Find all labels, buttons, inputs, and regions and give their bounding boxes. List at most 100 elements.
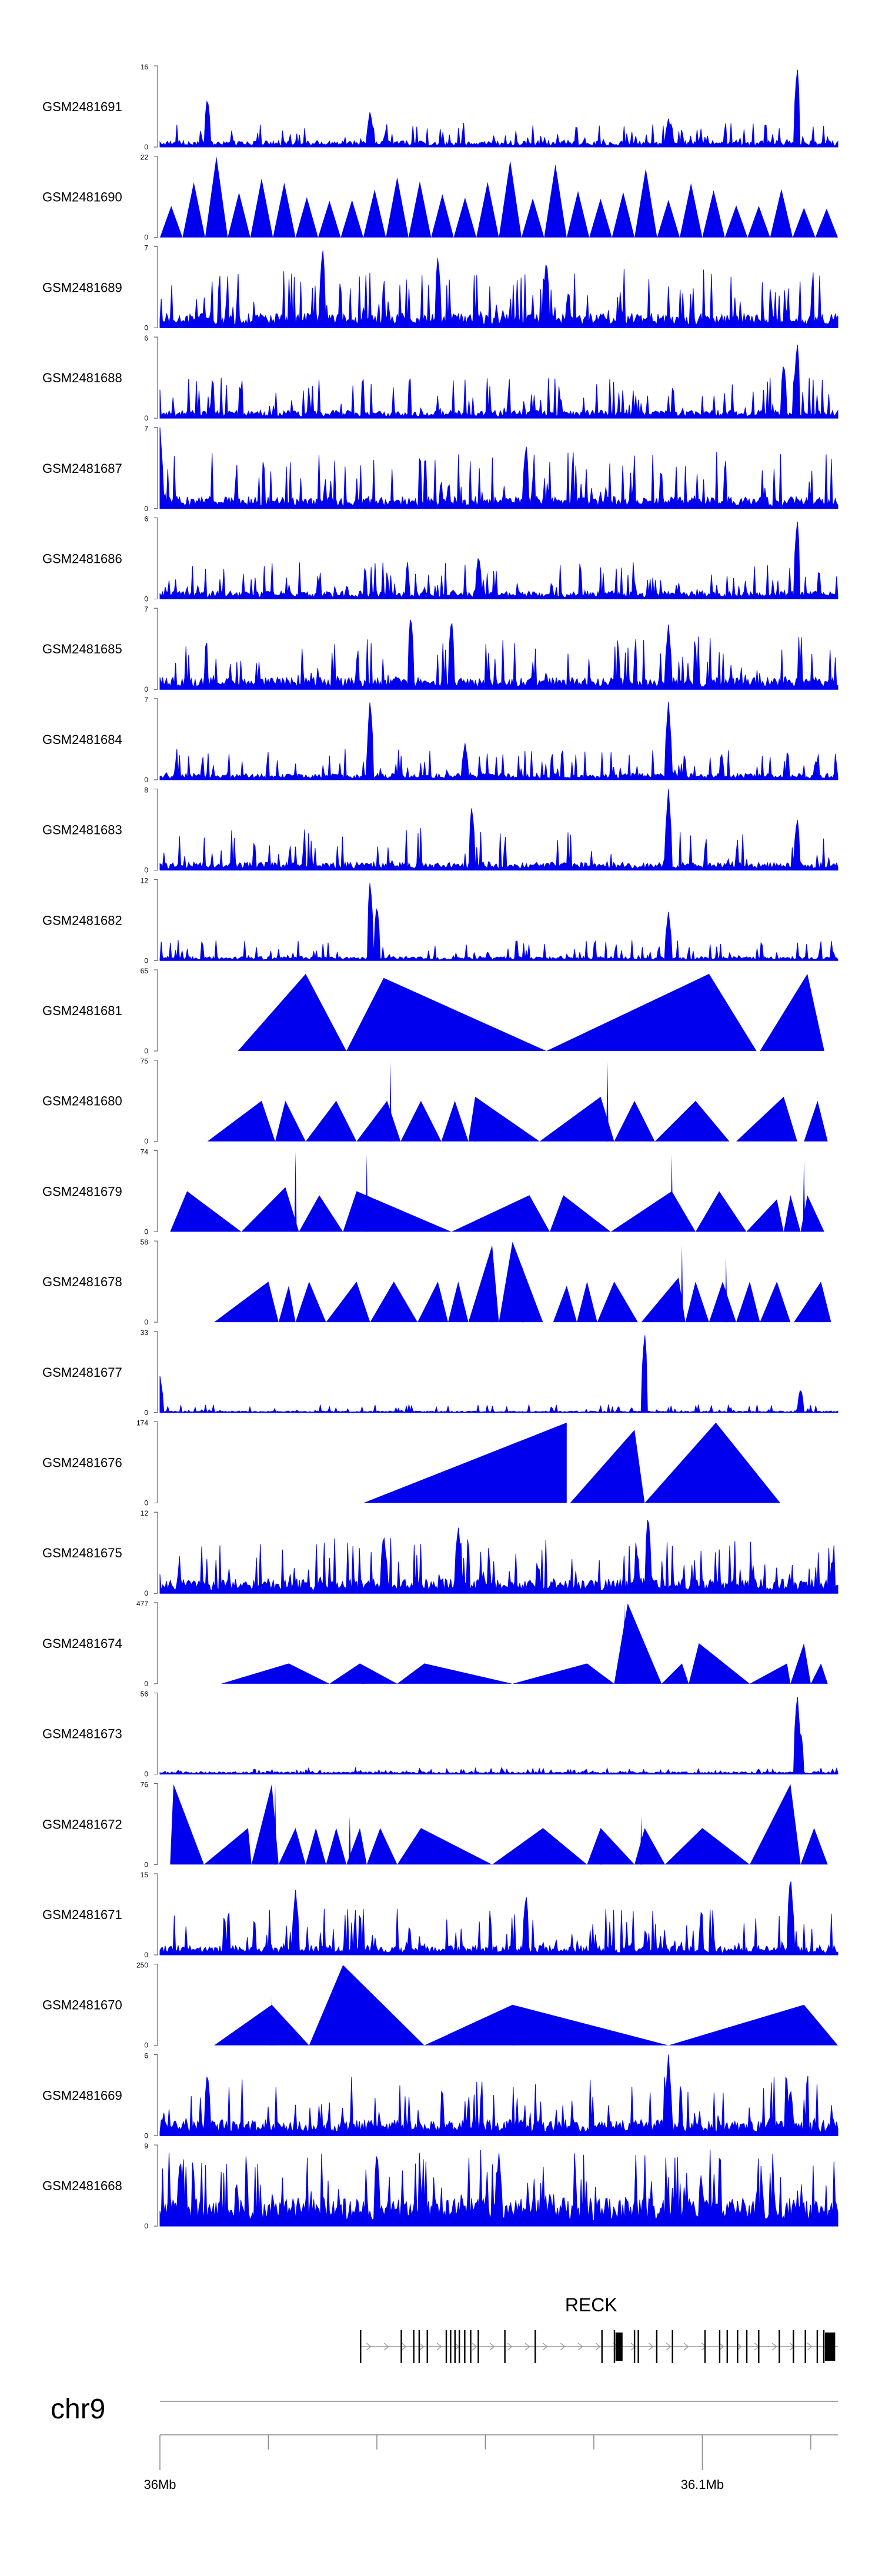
- track-label: GSM2481685: [42, 642, 122, 656]
- strand-arrow: [560, 2343, 566, 2351]
- track-gsm2481671: GSM2481671 15 0: [42, 1871, 838, 1959]
- coverage-spike: [274, 1783, 276, 1865]
- coverage-peak: [499, 1242, 543, 1323]
- strand-arrow: [489, 2343, 495, 2351]
- coverage-peak: [654, 1100, 730, 1142]
- coverage-area: [159, 522, 838, 599]
- track-label: GSM2481684: [42, 732, 122, 747]
- coverage-peak: [695, 1191, 747, 1232]
- strand-arrow: [383, 2343, 389, 2351]
- gene-exon: [400, 2330, 402, 2363]
- coverage-peak: [309, 1965, 425, 2046]
- track-label: GSM2481673: [42, 1727, 122, 1741]
- coverage-peak: [370, 1282, 418, 1323]
- coverage-peak: [810, 1663, 828, 1684]
- strand-arrow: [595, 2343, 601, 2351]
- coverage-peak: [546, 973, 757, 1051]
- track-label: GSM2481691: [42, 99, 122, 114]
- strand-arrow: [736, 2343, 742, 2351]
- track-ymax-label: 250: [136, 1961, 148, 1970]
- track-ymax-label: 75: [141, 1057, 149, 1066]
- coverage-peak: [238, 973, 347, 1051]
- gene-exon: [360, 2330, 362, 2363]
- coverage-area: [159, 69, 838, 148]
- track-ymax-label: 7: [144, 605, 148, 613]
- coverage-peak: [431, 194, 454, 238]
- gene-model: RECK: [360, 2294, 838, 2363]
- coverage-peak: [736, 1096, 797, 1142]
- gene-exon: [671, 2330, 673, 2363]
- coverage-peak: [356, 1100, 401, 1142]
- coverage-peak: [451, 1195, 550, 1232]
- track-label: GSM2481680: [42, 1094, 122, 1109]
- track-label: GSM2481671: [42, 1907, 122, 1922]
- gene-exon: [719, 2330, 721, 2363]
- track-ymin-label: 0: [144, 1860, 148, 1868]
- coverage-peak: [566, 191, 590, 238]
- coverage-spike: [724, 1257, 727, 1323]
- track-gsm2481686: GSM2481686 6 0: [42, 515, 838, 603]
- track-gsm2481669: GSM2481669 6 0: [42, 2051, 838, 2140]
- coverage-peak: [665, 1828, 750, 1865]
- track-label: GSM2481689: [42, 280, 122, 295]
- coverage-peak: [544, 164, 567, 238]
- coverage-peak: [228, 192, 250, 238]
- track-ymax-label: 12: [141, 876, 149, 885]
- coverage-peak: [539, 1096, 614, 1142]
- coverage-peak: [614, 1603, 662, 1684]
- coverage-peak: [424, 2004, 669, 2046]
- gene-exon: [504, 2330, 506, 2363]
- track-ymax-label: 6: [144, 2051, 148, 2060]
- track-label: GSM2481675: [42, 1546, 122, 1560]
- strand-arrow: [648, 2343, 654, 2351]
- gene-exon-thick: [824, 2333, 836, 2361]
- coverage-peak: [685, 1282, 709, 1323]
- coverage-peak: [305, 1100, 357, 1142]
- coverage-peak: [397, 1828, 492, 1865]
- coverage-peak: [214, 1282, 279, 1323]
- coverage-peak: [250, 178, 273, 238]
- strand-arrow: [701, 2343, 707, 2351]
- chromosome-label: chr9: [51, 2394, 105, 2425]
- coverage-peak: [662, 1663, 689, 1684]
- coverage-peak: [577, 1282, 597, 1323]
- track-ymin-label: 0: [144, 1680, 148, 1688]
- track-ymin-label: 0: [144, 143, 148, 151]
- track-gsm2481668: GSM2481668 9 0: [42, 2142, 838, 2230]
- coverage-peak: [340, 200, 363, 238]
- track-gsm2481675: GSM2481675 12 0: [42, 1509, 838, 1597]
- coverage-peak: [750, 1784, 801, 1865]
- coverage-peak: [400, 1100, 442, 1142]
- track-gsm2481687: GSM2481687 7 0: [42, 425, 838, 513]
- coverage-peak: [453, 197, 477, 238]
- coverage-area: [159, 345, 838, 419]
- track-ymax-label: 15: [141, 1871, 149, 1879]
- coverage-peak: [614, 1100, 655, 1142]
- track-label: GSM2481669: [42, 2088, 122, 2103]
- track-ymin-label: 0: [144, 414, 148, 422]
- coverage-peak: [641, 1277, 686, 1323]
- gene-exon: [426, 2330, 428, 2363]
- coverage-peak: [657, 199, 680, 238]
- track-gsm2481677: GSM2481677 33 0: [42, 1329, 838, 1417]
- coverage-peak: [570, 1430, 645, 1503]
- coverage-peak: [170, 1191, 242, 1232]
- coverage-spike: [474, 1096, 477, 1142]
- gene-exon: [823, 2330, 825, 2363]
- coverage-peak: [468, 1096, 540, 1142]
- coverage-peak: [499, 160, 522, 238]
- gene-label: RECK: [565, 2294, 617, 2315]
- coverage-peak: [448, 1282, 469, 1323]
- coverage-peak: [205, 156, 228, 238]
- coverage-peak: [644, 1422, 780, 1503]
- gene-exon: [804, 2330, 806, 2363]
- gene-exon: [779, 2330, 780, 2363]
- coverage-area: [159, 1335, 838, 1413]
- coverage-peak: [326, 1828, 347, 1865]
- gene-exon: [816, 2330, 818, 2363]
- track-ymin-label: 0: [144, 1227, 148, 1236]
- track-ymin-label: 0: [144, 2041, 148, 2050]
- coverage-peak: [800, 1195, 824, 1232]
- strand-arrow: [366, 2343, 372, 2351]
- coverage-peak: [386, 177, 409, 238]
